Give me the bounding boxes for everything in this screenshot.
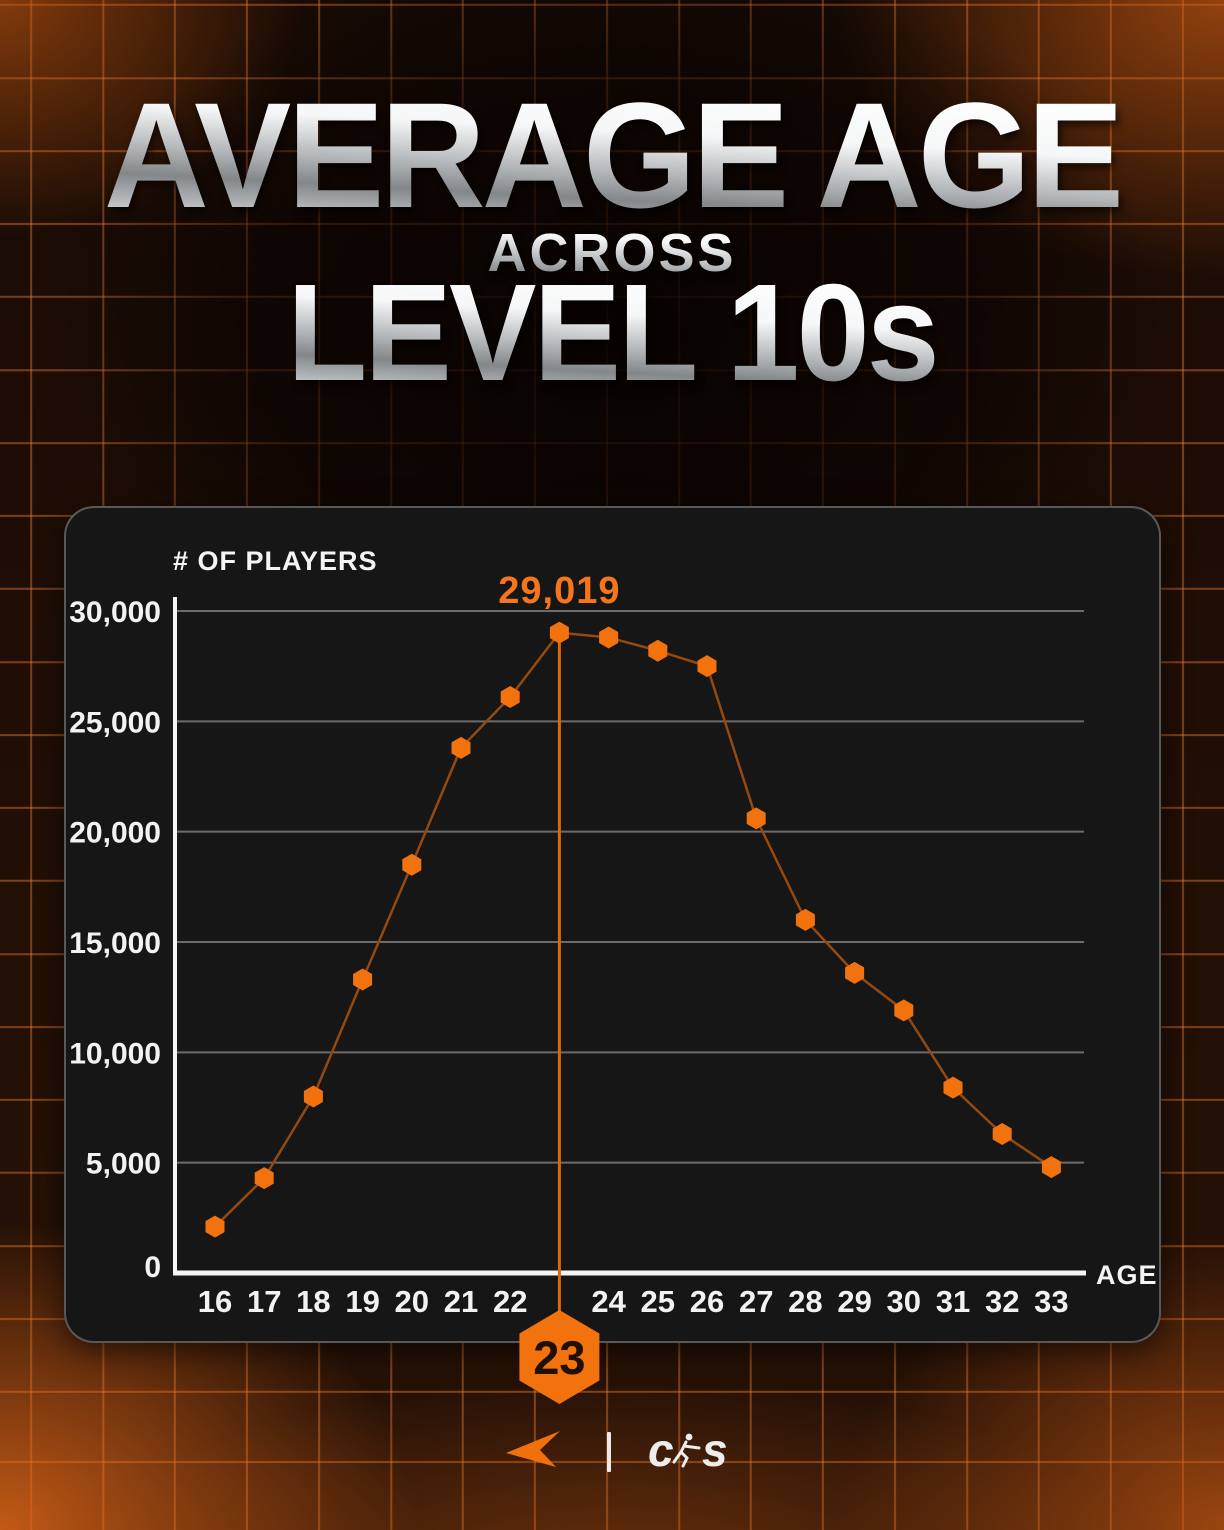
data-point-hexagon <box>500 686 520 709</box>
peak-value-label: 29,019 <box>498 570 620 612</box>
x-tick-label: 16 <box>198 1284 232 1319</box>
data-point-hexagon <box>992 1122 1012 1145</box>
x-tick-label: 30 <box>887 1284 921 1319</box>
x-tick-label: 22 <box>493 1284 527 1319</box>
data-point-hexagon <box>746 807 766 830</box>
data-point-hexagon <box>205 1215 225 1238</box>
cs-logo-c: c <box>648 1424 674 1476</box>
data-point-hexagon <box>254 1167 274 1190</box>
x-tick-label: 33 <box>1034 1284 1068 1319</box>
footer-logos: c s <box>506 1424 728 1476</box>
y-tick-label: 25,000 <box>69 706 161 739</box>
x-tick-label: 25 <box>641 1284 675 1319</box>
y-tick-label: 5,000 <box>86 1148 161 1181</box>
x-tick-label: 19 <box>345 1284 379 1319</box>
cs-logo: c s <box>648 1424 728 1476</box>
data-point-hexagon <box>795 908 815 931</box>
y-tick-label: 0 <box>144 1251 161 1284</box>
data-point-hexagon <box>943 1076 963 1099</box>
age-distribution-line-chart: 30,000 25,000 20,000 15,000 10,000 5,000 0 # OF… <box>69 546 1158 1404</box>
title-line-3: LEVEL 10s <box>31 264 1194 402</box>
footer-divider <box>607 1432 611 1472</box>
x-tick-label: 20 <box>395 1284 429 1319</box>
x-tick-label: 27 <box>739 1284 773 1319</box>
series-line <box>214 631 1053 1228</box>
data-point-hexagon <box>303 1085 323 1108</box>
x-tick-label: 29 <box>837 1284 871 1319</box>
age-badge-hexagon <box>519 1310 600 1404</box>
data-point-hexagon <box>697 655 717 678</box>
data-point-hexagon <box>894 999 914 1022</box>
y-tick-label: 10,000 <box>69 1037 161 1070</box>
data-point-hexagon <box>1041 1156 1061 1179</box>
title-line-2: ACROSS <box>0 226 1224 280</box>
age-badge-label: 23 <box>533 1331 585 1384</box>
x-tick-label: 17 <box>247 1284 281 1319</box>
x-tick-label: 32 <box>985 1284 1019 1319</box>
infographic-title: AVERAGE AGE ACROSS LEVEL 10s <box>0 80 1224 402</box>
data-point-hexagon <box>549 621 569 644</box>
data-point-hexagon <box>353 968 373 991</box>
y-tick-label: 15,000 <box>69 927 161 960</box>
x-tick-label: 28 <box>788 1284 822 1319</box>
title-line-1: AVERAGE AGE <box>18 80 1205 230</box>
x-tick-label: 31 <box>936 1284 970 1319</box>
data-point-hexagon <box>599 626 619 649</box>
x-tick-label: 24 <box>591 1284 626 1319</box>
faceit-logo-icon <box>506 1431 560 1467</box>
cs-logo-s: s <box>702 1424 728 1476</box>
y-tick-label: 20,000 <box>69 817 161 850</box>
y-axis-title: # OF PLAYERS <box>173 546 378 576</box>
x-tick-label: 18 <box>296 1284 330 1319</box>
x-axis-title: AGE <box>1096 1260 1158 1290</box>
data-point-hexagon <box>648 639 668 662</box>
data-point-hexagon <box>402 853 422 876</box>
x-tick-label: 21 <box>444 1284 478 1319</box>
cs-player-silhouette-icon <box>672 1433 701 1468</box>
x-tick-label: 26 <box>690 1284 724 1319</box>
data-point-hexagon <box>451 736 471 759</box>
data-point-hexagon <box>845 961 865 984</box>
y-tick-label: 30,000 <box>69 596 161 629</box>
